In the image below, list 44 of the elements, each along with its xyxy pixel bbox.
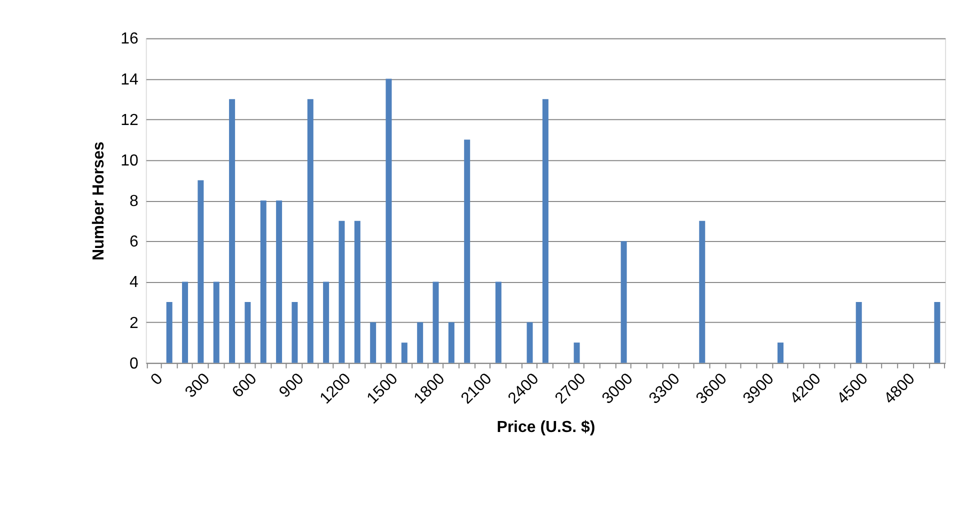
y-tick-label: 0 bbox=[129, 355, 138, 372]
x-tick-label: 600 bbox=[229, 370, 260, 402]
y-tick-label: 2 bbox=[129, 314, 138, 332]
bar bbox=[182, 282, 188, 363]
x-tick-label: 900 bbox=[276, 370, 308, 402]
y-tick-label: 16 bbox=[120, 30, 138, 48]
y-tick-label: 14 bbox=[120, 71, 138, 88]
bar bbox=[307, 99, 314, 363]
bar bbox=[276, 200, 282, 363]
bar bbox=[417, 322, 424, 363]
bar bbox=[432, 282, 439, 363]
bar bbox=[370, 322, 376, 363]
bar bbox=[338, 220, 345, 363]
bar bbox=[699, 220, 706, 363]
y-tick-label: 6 bbox=[129, 234, 138, 251]
x-tick-label: 0 bbox=[148, 370, 166, 389]
bar bbox=[198, 180, 204, 363]
y-tick-label: 10 bbox=[120, 152, 138, 170]
bar bbox=[856, 302, 862, 363]
bar bbox=[464, 140, 470, 363]
y-tick-label: 12 bbox=[120, 112, 138, 129]
bar bbox=[244, 302, 251, 363]
bar bbox=[401, 342, 408, 363]
bar bbox=[495, 282, 502, 363]
bar bbox=[542, 99, 548, 363]
bar bbox=[574, 342, 580, 363]
bar bbox=[386, 78, 392, 363]
bar bbox=[260, 200, 266, 363]
bar bbox=[448, 322, 454, 363]
y-tick-label: 8 bbox=[129, 193, 138, 210]
bar bbox=[166, 302, 172, 363]
bar bbox=[292, 302, 298, 363]
bar bbox=[229, 99, 236, 363]
x-axis-title: Price (U.S. $) bbox=[496, 418, 596, 436]
x-tick-label: 300 bbox=[182, 370, 214, 402]
bar bbox=[778, 342, 784, 363]
y-axis-title: Number Horses bbox=[90, 141, 108, 260]
bar bbox=[323, 282, 330, 363]
bar bbox=[526, 322, 533, 363]
y-tick-label: 4 bbox=[129, 274, 138, 292]
bar bbox=[354, 220, 360, 363]
bar bbox=[620, 241, 627, 363]
bar bbox=[934, 302, 940, 363]
bar bbox=[213, 282, 220, 363]
